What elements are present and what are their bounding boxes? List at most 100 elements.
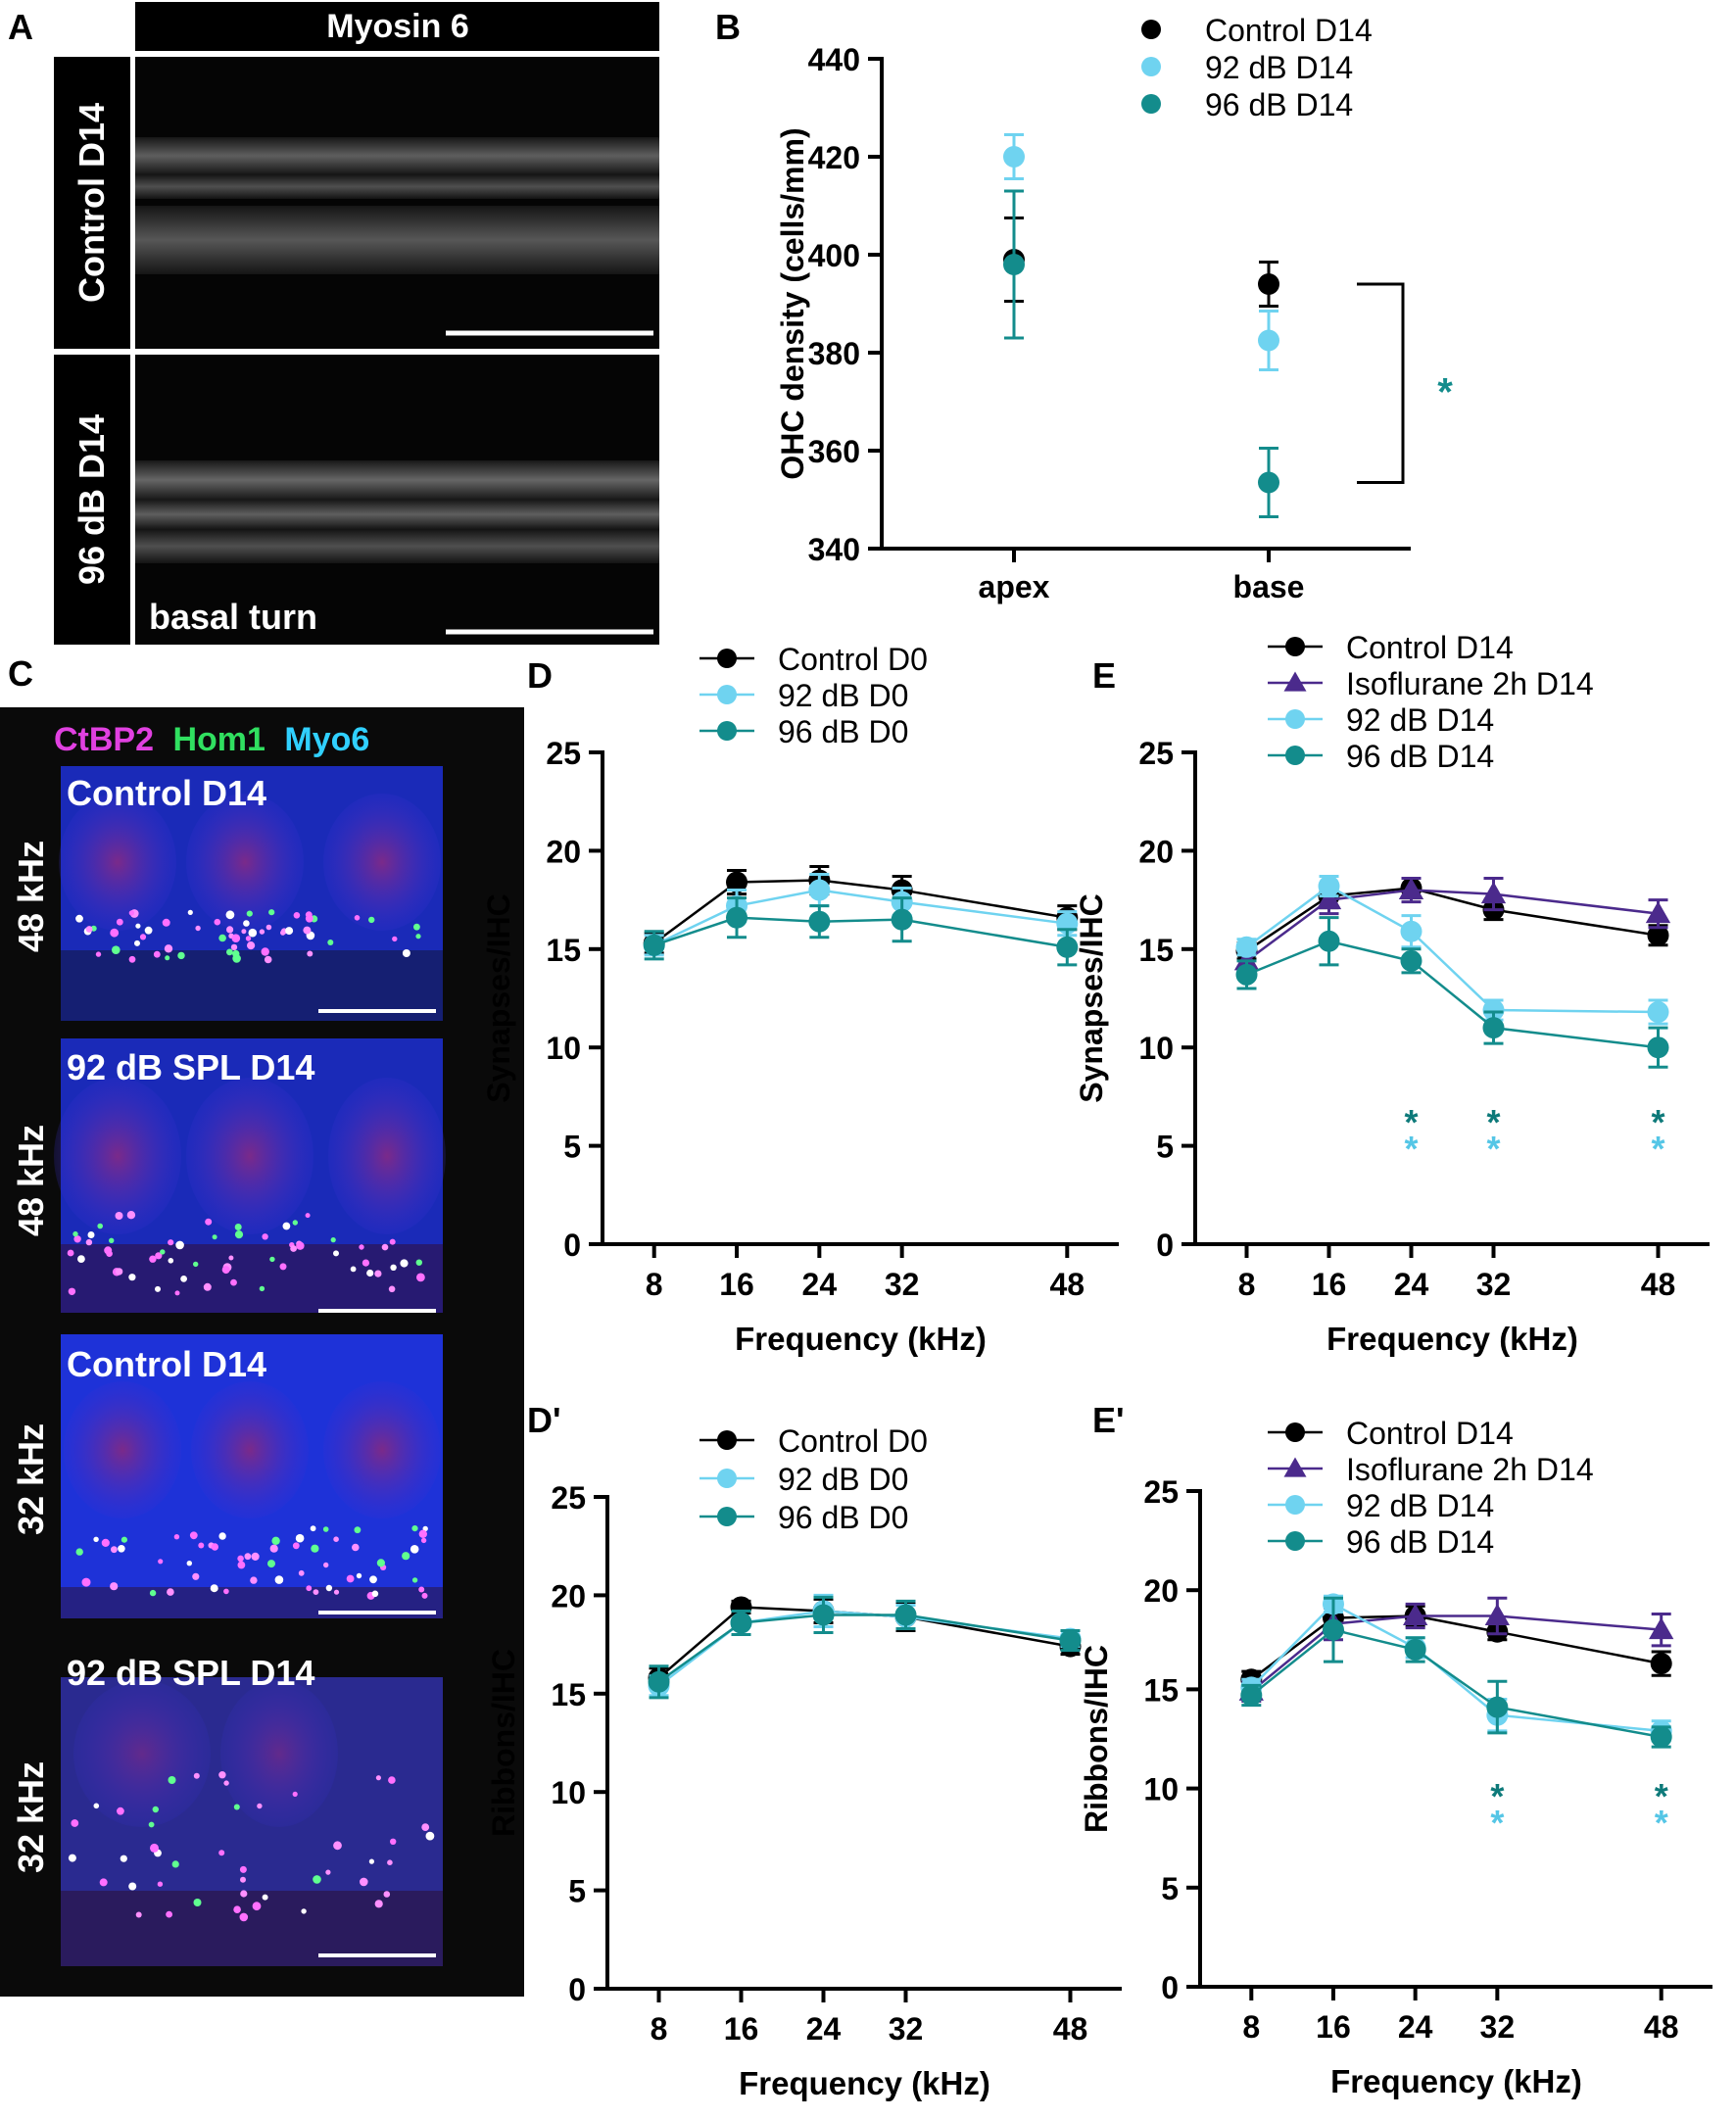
punctum (298, 1569, 305, 1576)
punctum (189, 1531, 198, 1540)
punctum (327, 940, 334, 945)
punctum (265, 924, 272, 931)
legend-marker (1285, 746, 1305, 765)
x-axis-label: Frequency (kHz) (735, 1321, 987, 1357)
data-point (1003, 254, 1025, 275)
y-tick-label: 400 (808, 238, 860, 273)
punctum (168, 1776, 176, 1784)
punctum (162, 918, 170, 927)
series-control (1003, 217, 1279, 308)
panel-a-row2-label-box (54, 355, 130, 645)
punctum (211, 1543, 218, 1551)
punctum (262, 1233, 268, 1240)
y-tick-label: 25 (1138, 736, 1174, 771)
punctum (381, 1243, 389, 1251)
data-point (1059, 1629, 1082, 1652)
punctum (157, 1881, 164, 1887)
data-point (1647, 924, 1669, 946)
punctum (325, 1869, 331, 1875)
punctum (139, 934, 147, 940)
data-point (1235, 963, 1258, 986)
legend-marker (1283, 1457, 1307, 1477)
punctum (237, 1561, 246, 1569)
panel-a-micrograph-96db (135, 355, 659, 645)
punctum (292, 1220, 298, 1226)
punctum (333, 1250, 339, 1257)
panel-a-row2-label: 96 dB D14 (72, 414, 112, 585)
punctum (93, 1803, 100, 1809)
legend-label: Isoflurane 2h D14 (1346, 1452, 1594, 1487)
punctum (115, 1212, 123, 1220)
significance-star: * (1655, 1776, 1668, 1816)
series-db92 (1003, 133, 1279, 371)
punctum (110, 1582, 119, 1591)
punctum (192, 1572, 200, 1580)
punctum (376, 1559, 385, 1567)
legend-marker (1285, 709, 1305, 729)
punctum (388, 1285, 396, 1293)
punctum (248, 928, 258, 938)
punctum (212, 1234, 217, 1240)
punctum (85, 926, 93, 933)
punctum (356, 1572, 362, 1579)
data-point (1240, 1684, 1263, 1707)
punctum (269, 1544, 278, 1553)
punctum (271, 1536, 280, 1546)
punctum (177, 951, 185, 960)
data-point (648, 1670, 670, 1693)
data-point (1318, 875, 1340, 897)
legend-label: 96 dB D0 (778, 1500, 908, 1535)
punctum (259, 1285, 265, 1292)
punctum (421, 1592, 428, 1599)
punctum (241, 929, 247, 935)
x-tick-label: 32 (1476, 1267, 1512, 1302)
punctum (97, 1223, 103, 1229)
x-tick-label: 48 (1053, 2011, 1088, 2047)
data-point (1484, 1603, 1510, 1625)
punctum (330, 1237, 336, 1243)
series-line (1250, 1628, 1662, 1739)
punctum (259, 929, 265, 935)
y-tick-label: 440 (808, 42, 860, 77)
series-isoflurane (1233, 877, 1671, 973)
data-point (1056, 936, 1079, 958)
punctum (228, 1255, 234, 1261)
stain-ctbp2: CtBP2 (54, 721, 154, 758)
punctum (383, 1891, 391, 1898)
legend-label: 92 dB D0 (778, 1462, 908, 1497)
x-tick-label: 32 (889, 2011, 924, 2047)
x-tick-label: 8 (651, 2011, 668, 2047)
data-point (1398, 877, 1424, 900)
punctum (333, 1589, 340, 1595)
punctum (226, 926, 234, 934)
punctum (354, 1526, 362, 1534)
synapse-puncta (67, 909, 435, 1922)
punctum (322, 1526, 329, 1532)
y-tick-label: 15 (551, 1677, 586, 1712)
punctum (402, 1552, 410, 1561)
panel-c-tile-1 (59, 766, 443, 1021)
punctum (415, 934, 421, 940)
punctum (115, 1268, 123, 1276)
series-db96 (1235, 916, 1669, 1069)
punctum (390, 1838, 397, 1846)
panel-a-micrograph-control (135, 57, 659, 349)
punctum (110, 928, 120, 938)
punctum (352, 1543, 360, 1552)
panel-b-chart: B 340 360 380 400 420 440 apex base OHC density (… (715, 7, 1453, 604)
y-tick-label: 0 (563, 1228, 581, 1263)
punctum (104, 1246, 113, 1255)
panel-a: A Myosin 6 Control D14 96 dB D14 basal t… (8, 2, 659, 645)
y-tick-label: 20 (1143, 1573, 1179, 1609)
punctum (402, 949, 410, 957)
punctum (415, 1259, 422, 1266)
panel-c-freq-1: 48 kHz (11, 841, 51, 952)
punctum (274, 1575, 284, 1584)
punctum (95, 951, 102, 957)
panel-c-condition-1: Control D14 (67, 773, 266, 813)
punctum (375, 1775, 381, 1781)
punctum (171, 1860, 179, 1868)
x-axis-label: Frequency (kHz) (739, 2065, 990, 2101)
punctum (173, 1534, 180, 1540)
legend-marker (1285, 637, 1305, 656)
